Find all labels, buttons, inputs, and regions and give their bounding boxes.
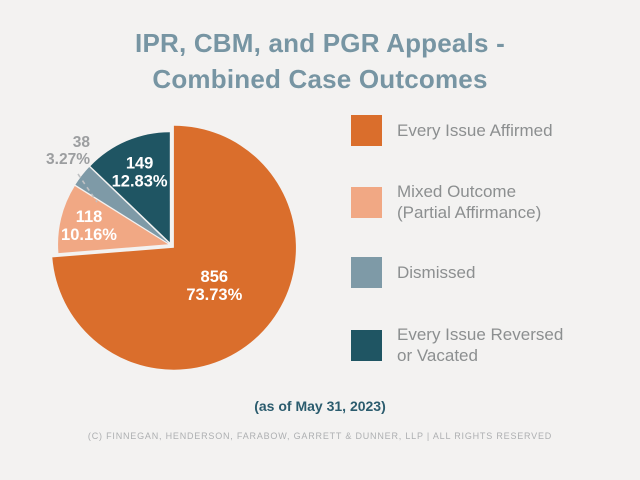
page-title: IPR, CBM, and PGR Appeals - Combined Case… xyxy=(0,25,640,97)
page-title-line1: IPR, CBM, and PGR Appeals - xyxy=(135,28,505,58)
legend-label-line: Mixed Outcome xyxy=(397,182,517,201)
legend-label-line: (Partial Affirmance) xyxy=(397,203,542,222)
legend-label: Dismissed xyxy=(397,262,475,283)
copyright: (C) FINNEGAN, HENDERSON, FARABOW, GARRET… xyxy=(87,431,553,441)
pie-slice-reversed-vacated xyxy=(90,132,170,243)
legend-label: Mixed Outcome (Partial Affirmance) xyxy=(397,181,541,223)
pie-slice-mixed-outcome xyxy=(58,186,169,254)
legend-item-reversed-vacated: Every Issue Reversed or Vacated xyxy=(351,324,563,366)
pie-slice-dismissed xyxy=(75,167,169,244)
dismissed-leader-line xyxy=(77,173,98,203)
legend-swatch-dismissed xyxy=(351,257,382,288)
legend-label-line: or Vacated xyxy=(397,346,478,365)
legend-swatch-reversed-vacated xyxy=(351,329,382,361)
legend-item-dismissed: Dismissed xyxy=(351,257,475,288)
dismissed-callout-percent: 3.27% xyxy=(46,151,90,168)
pie-slice-every-issue-affirmed xyxy=(52,125,296,370)
legend-swatch-every-issue-affirmed xyxy=(351,115,382,146)
legend-label: Every Issue Reversed or Vacated xyxy=(397,324,563,366)
legend-item-every-issue-affirmed: Every Issue Affirmed xyxy=(351,115,553,146)
slice-label-reversed-vacated: 149 12.83% xyxy=(112,154,168,190)
legend-item-mixed-outcome: Mixed Outcome (Partial Affirmance) xyxy=(351,181,541,223)
legend-label-line: Every Issue Affirmed xyxy=(397,121,553,140)
as-of-note: (as of May 31, 2023) xyxy=(254,398,386,414)
slice-label-every-issue-affirmed: 856 73.73% xyxy=(186,268,242,304)
legend-swatch-mixed-outcome xyxy=(351,186,382,218)
legend-label-line: Dismissed xyxy=(397,263,476,282)
legend-label: Every Issue Affirmed xyxy=(397,120,553,141)
dismissed-callout-value: 38 xyxy=(73,134,91,151)
page-title-line2: Combined Case Outcomes xyxy=(152,64,488,94)
slice-label-mixed-outcome: 118 10.16% xyxy=(61,208,117,244)
legend-label-line: Every Issue Reversed xyxy=(397,325,564,344)
pie-slices: 856 73.73% 118 10.16% 149 12.83% xyxy=(52,125,296,370)
